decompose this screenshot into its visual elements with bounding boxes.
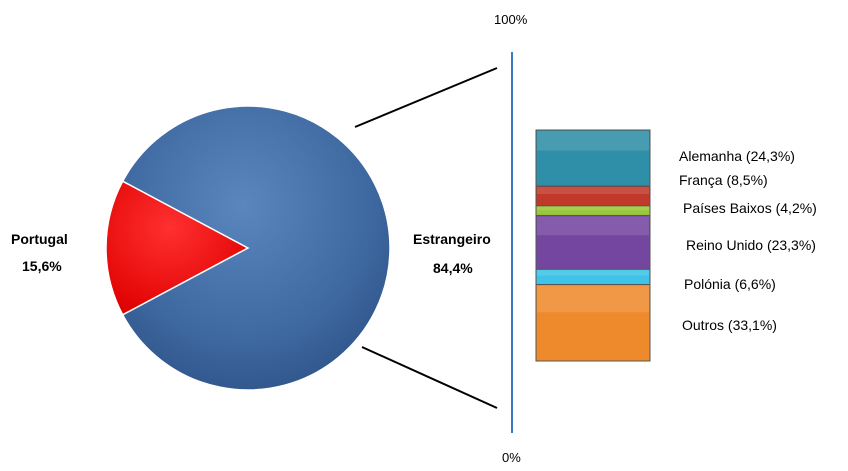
bar-segment-highlight <box>537 270 649 276</box>
pie-slice-portugal <box>105 180 250 316</box>
legend-polonia: Polónia (6,6%) <box>684 276 776 292</box>
pie-group <box>105 105 391 391</box>
slice-value-portugal: 15,6% <box>22 258 62 274</box>
legend-paises-baixos: Países Baixos (4,2%) <box>683 200 817 216</box>
bar-segment-highlight <box>537 131 649 151</box>
connector-line-bottom <box>361 346 498 409</box>
bar-segment-highlight <box>537 216 649 236</box>
legend-outros: Outros (33,1%) <box>682 317 777 333</box>
pie-slice-estrangeiro <box>121 105 391 391</box>
bar-segment-highlight <box>537 285 649 313</box>
slice-value-estrangeiro: 84,4% <box>433 260 473 276</box>
connector-lines <box>354 67 498 409</box>
stacked-bar <box>535 129 651 362</box>
bar-segment-highlight <box>537 206 649 211</box>
bar-segment-alemanha <box>535 129 651 187</box>
legend-alemanha: Alemanha (24,3%) <box>679 148 795 164</box>
axis-label-top: 100% <box>494 12 528 27</box>
bar-segment-highlight <box>537 187 649 195</box>
legend-reino-unido: Reino Unido (23,3%) <box>686 237 816 253</box>
bar-segment-outros <box>535 284 651 362</box>
bar-segment-reino-unido <box>535 214 651 270</box>
slice-label-estrangeiro: Estrangeiro <box>413 231 491 247</box>
axis-label-bottom: 0% <box>502 450 521 465</box>
slice-label-portugal: Portugal <box>11 231 68 247</box>
connector-line-top <box>354 67 498 128</box>
legend-franca: França (8,5%) <box>679 172 768 188</box>
